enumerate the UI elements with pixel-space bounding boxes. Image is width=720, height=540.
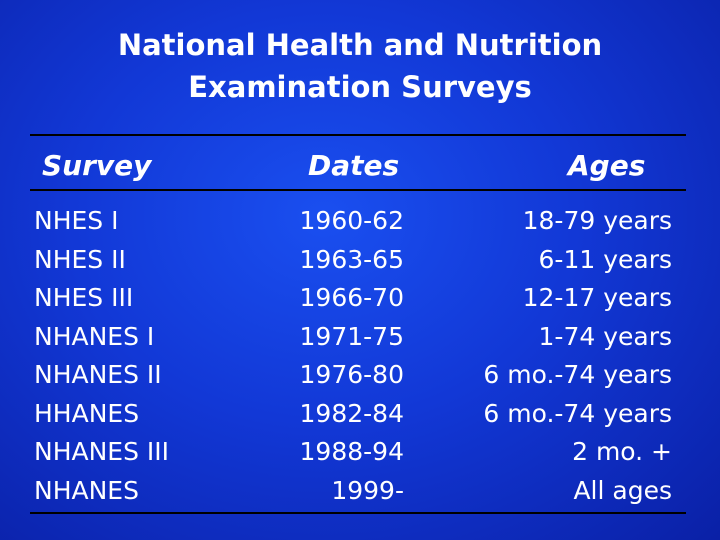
survey-cell: NHES I bbox=[34, 206, 119, 235]
survey-cell: NHES II bbox=[34, 244, 126, 274]
survey-cell: NHANES III bbox=[34, 437, 170, 466]
table-bottom-rule bbox=[30, 512, 686, 514]
dates-cell: 1971-75 bbox=[299, 321, 404, 351]
slide-title-line-1: National Health and Nutrition bbox=[117, 28, 603, 62]
ages-cell: 18-79 years bbox=[522, 206, 672, 235]
dates-cell: 1966-70 bbox=[299, 283, 404, 312]
header-survey: Survey bbox=[42, 149, 152, 182]
header-dates: Dates bbox=[308, 149, 400, 182]
ages-cell: 6 mo.-74 years bbox=[483, 398, 672, 428]
table-top-rule bbox=[30, 134, 686, 136]
header-underline-rule bbox=[30, 189, 686, 191]
survey-cell: NHANES I bbox=[34, 321, 155, 351]
dates-cell: 1963-65 bbox=[299, 244, 404, 274]
ages-cell: All ages bbox=[573, 475, 672, 505]
dates-cell: 1999- bbox=[331, 475, 404, 505]
dates-cell: 1976-80 bbox=[299, 360, 404, 389]
dates-cell: 1960-62 bbox=[299, 206, 404, 235]
survey-column: NHES I NHES II NHES III NHANES I NHANES … bbox=[34, 202, 169, 510]
dates-cell: 1982-84 bbox=[299, 398, 404, 428]
ages-cell: 1-74 years bbox=[538, 321, 672, 351]
dates-column: 1960-62 1963-65 1966-70 1971-75 1976-80 … bbox=[280, 202, 404, 510]
ages-cell: 12-17 years bbox=[522, 283, 672, 312]
ages-cell: 6-11 years bbox=[538, 244, 672, 274]
ages-cell: 6 mo.-74 years bbox=[483, 360, 672, 389]
ages-column: 18-79 years 6-11 years 12-17 years 1-74 … bbox=[430, 202, 672, 510]
dates-cell: 1988-94 bbox=[299, 437, 404, 466]
survey-cell: NHANES II bbox=[34, 360, 162, 389]
survey-cell: NHANES bbox=[34, 475, 139, 505]
slide-title-line-2: Examination Surveys bbox=[188, 70, 532, 104]
survey-cell: HHANES bbox=[34, 398, 140, 428]
survey-cell: NHES III bbox=[34, 283, 134, 312]
header-ages: Ages bbox=[568, 149, 646, 182]
ages-cell: 2 mo. + bbox=[572, 437, 672, 466]
slide-title: National Health and Nutrition Examinatio… bbox=[0, 24, 720, 108]
